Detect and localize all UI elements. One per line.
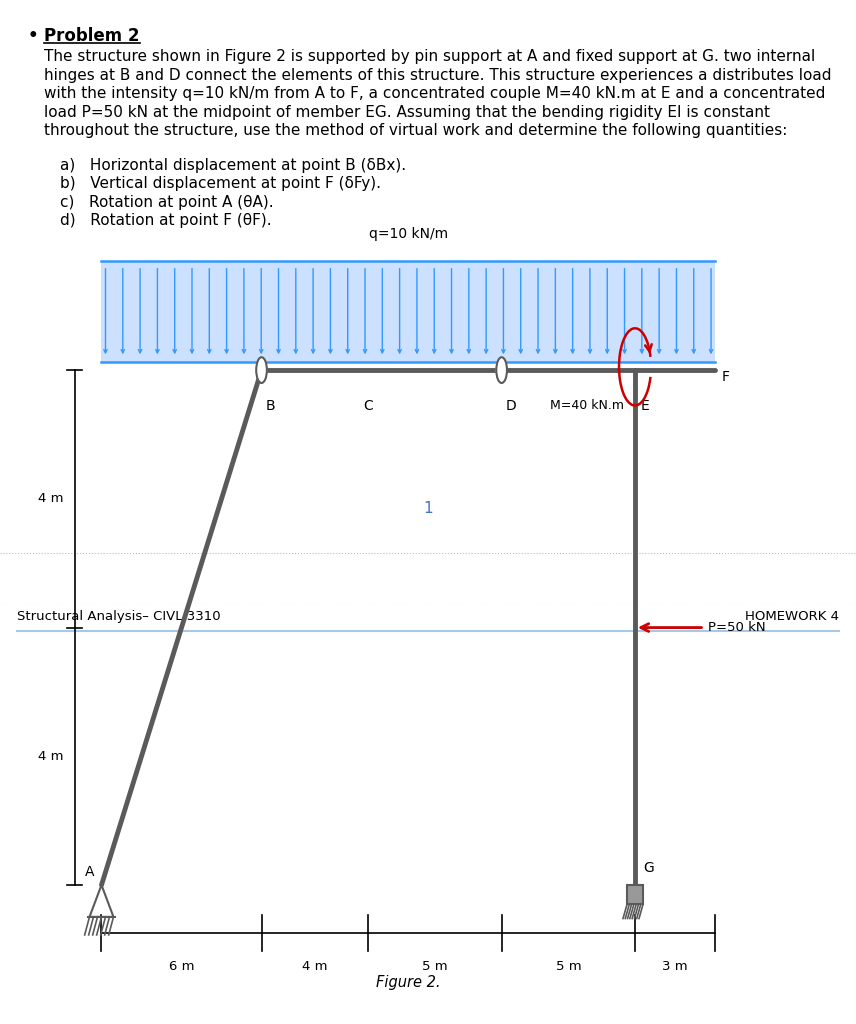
Text: G: G [643,861,654,876]
Text: Problem 2: Problem 2 [44,27,140,45]
Text: D: D [506,399,516,413]
Text: 4 m: 4 m [302,961,328,974]
Bar [102,261,715,362]
Text: c)   Rotation at point A (θA).: c) Rotation at point A (θA). [60,195,274,210]
Text: load P=50 kN at the midpoint of member EG. Assuming that the bending rigidity EI: load P=50 kN at the midpoint of member E… [44,104,770,120]
Text: Figure 2.: Figure 2. [376,975,441,990]
Text: •: • [28,27,39,45]
Circle shape [496,357,507,383]
Text: B: B [265,399,275,413]
Text: 1: 1 [423,501,433,516]
Text: 6 m: 6 m [169,961,194,974]
Text: q=10 kN/m: q=10 kN/m [369,227,448,242]
Circle shape [256,357,267,383]
Text: hinges at B and D connect the elements of this structure. This structure experie: hinges at B and D connect the elements o… [44,68,831,83]
Text: 4 m: 4 m [39,750,63,763]
Text: M=40 kN.m: M=40 kN.m [550,399,624,412]
Text: 4 m: 4 m [39,493,63,505]
Bar [627,885,643,904]
Text: 3 m: 3 m [663,961,688,974]
Text: The structure shown in Figure 2 is supported by pin support at A and fixed suppo: The structure shown in Figure 2 is suppo… [44,49,815,65]
Text: 5 m: 5 m [556,961,581,974]
Text: A: A [86,864,95,879]
Text: F: F [722,370,729,384]
Text: throughout the structure, use the method of virtual work and determine the follo: throughout the structure, use the method… [44,123,788,138]
Text: C: C [364,399,373,413]
Text: HOMEWORK 4: HOMEWORK 4 [745,610,839,623]
Text: with the intensity q=10 kN/m from A to F, a concentrated couple M=40 kN.m at E a: with the intensity q=10 kN/m from A to F… [44,86,825,101]
Text: P=50 kN: P=50 kN [709,622,766,634]
Text: E: E [640,399,649,413]
Text: 5 m: 5 m [422,961,448,974]
Text: d)   Rotation at point F (θF).: d) Rotation at point F (θF). [60,213,271,228]
Text: b)   Vertical displacement at point F (δFy).: b) Vertical displacement at point F (δFy… [60,176,381,191]
Text: a)   Horizontal displacement at point B (δBx).: a) Horizontal displacement at point B (δ… [60,158,406,173]
Text: Structural Analysis– CIVL 3310: Structural Analysis– CIVL 3310 [17,610,221,623]
